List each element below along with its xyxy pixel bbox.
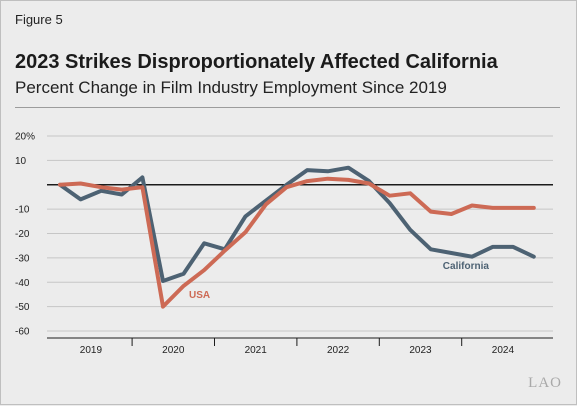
california-series-label: California [443,261,490,272]
y-tick-label: -60 [15,327,30,338]
y-tick-label: 20% [15,132,35,143]
y-tick-label: -10 [15,205,30,216]
y-tick-label: 10 [15,156,27,167]
x-tick-label: 2022 [327,345,350,356]
california-series-line [58,165,536,283]
y-tick-label: -30 [15,253,30,264]
x-tick-label: 2019 [80,345,103,356]
y-tick-label: -20 [15,229,30,240]
x-tick-label: 2024 [492,345,515,356]
y-tick-label: -50 [15,302,30,313]
x-tick-label: 2023 [409,345,432,356]
title-divider [15,107,560,108]
x-tick-label: 2020 [162,345,185,356]
chart-subtitle: Percent Change in Film Industry Employme… [15,78,447,97]
usa-series-line [58,176,536,309]
x-tick-label: 2021 [245,345,268,356]
usa-series-label: USA [189,290,210,301]
lao-logo: LAO [528,375,562,391]
chart-title: 2023 Strikes Disproportionately Affected… [15,51,498,73]
y-tick-label: -40 [15,278,30,289]
figure-label: Figure 5 [15,12,63,27]
